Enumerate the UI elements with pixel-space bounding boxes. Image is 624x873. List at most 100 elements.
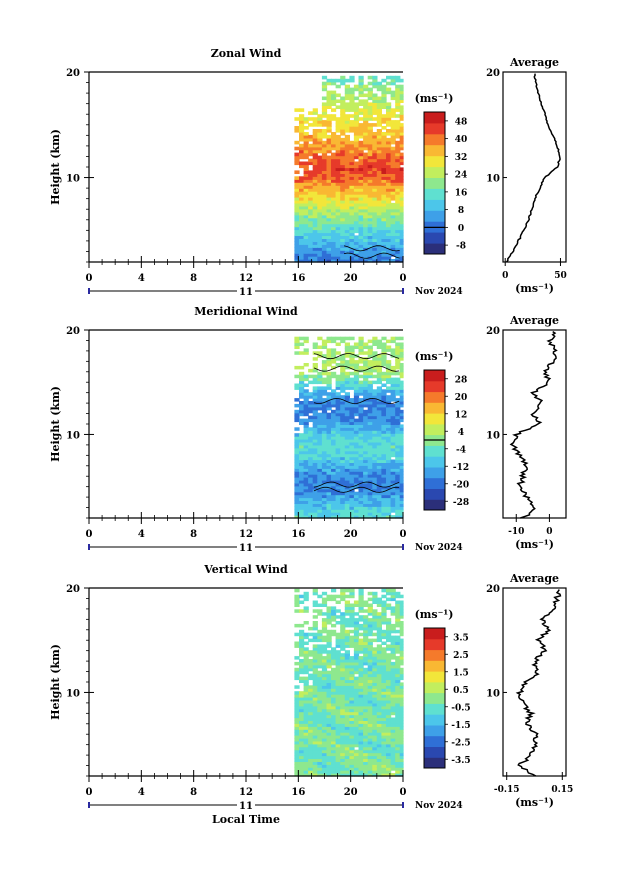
heatmap-cell [395, 673, 401, 678]
heatmap-cell [395, 647, 401, 651]
heatmap-cell [303, 670, 309, 675]
heatmap-cell [381, 717, 387, 721]
heatmap-cell [294, 202, 300, 207]
heatmap-cell [353, 705, 360, 710]
heatmap-cell [372, 149, 378, 154]
heatmap-cell [294, 685, 300, 689]
heatmap-cell [395, 211, 401, 216]
heatmap-cell [381, 182, 387, 186]
heatmap-cell [303, 398, 309, 402]
heatmap-cell [367, 348, 373, 352]
heatmap-cell [381, 641, 387, 645]
heatmap-cell [312, 143, 318, 148]
heatmap-cell [386, 223, 392, 228]
heatmap-cell [376, 217, 382, 222]
heatmap-cell [395, 621, 401, 625]
heatmap-cell [399, 348, 404, 352]
heatmap-cell [331, 78, 337, 83]
colorbar-label: 3.5 [453, 633, 469, 643]
heatmap-cell [353, 229, 360, 234]
heatmap-cell [363, 401, 369, 405]
heatmap-cell [395, 491, 401, 496]
heatmap-cell [390, 697, 396, 701]
heatmap-cell [358, 491, 364, 496]
heatmap-cell [399, 374, 404, 379]
heatmap-cell [376, 676, 382, 681]
heatmap-cell [335, 155, 341, 160]
heatmap-cell [367, 468, 373, 472]
heatmap-cell [335, 202, 341, 207]
heatmap-cell [358, 87, 364, 92]
heatmap-cell [376, 453, 382, 458]
heatmap-cell [303, 232, 309, 236]
heatmap-cell [381, 250, 387, 254]
heatmap-cell [367, 176, 373, 180]
heatmap-cell [349, 702, 355, 707]
heatmap-cell [372, 214, 378, 219]
heatmap-cell [303, 664, 309, 669]
heatmap-cell [349, 480, 355, 484]
heatmap-cell [321, 755, 328, 759]
heatmap-cell [335, 621, 341, 625]
heatmap-cell [326, 764, 332, 768]
heatmap-cell [372, 506, 378, 510]
heatmap-cell [358, 202, 364, 207]
heatmap-cell [308, 714, 314, 719]
heatmap-cell [335, 738, 341, 742]
heatmap-cell [376, 503, 382, 507]
heatmap-cell [353, 767, 360, 771]
heatmap-cell [326, 453, 332, 458]
heatmap-cell [340, 436, 346, 440]
heatmap-cell [340, 220, 346, 225]
heatmap-cell [303, 738, 309, 742]
heatmap-cell [340, 629, 346, 634]
heatmap-cell [299, 132, 305, 136]
heatmap-cell [335, 439, 341, 443]
heatmap-cell [326, 656, 332, 660]
heatmap-cell [299, 600, 305, 604]
heatmap-cell [367, 659, 373, 663]
heatmap-cell [299, 732, 305, 736]
heatmap-cell [317, 232, 323, 236]
heatmap-cell [367, 509, 373, 513]
heatmap-cell [308, 401, 314, 405]
heatmap-cell [358, 433, 364, 437]
heatmap-cell [326, 444, 332, 449]
heatmap-cell [303, 641, 309, 645]
heatmap-cell [390, 336, 396, 341]
heatmap-cell [390, 235, 396, 239]
heatmap-cell [363, 345, 369, 349]
heatmap-cell [340, 179, 346, 183]
heatmap-cell [335, 140, 341, 145]
heatmap-cell [326, 720, 332, 724]
heatmap-cell [358, 259, 364, 263]
heatmap-cell [335, 700, 341, 704]
heatmap-cell [303, 149, 309, 154]
heatmap-cell [335, 250, 341, 254]
heatmap-cell [312, 137, 318, 142]
heatmap-cell [344, 459, 350, 463]
heatmap-cell [381, 161, 387, 166]
heatmap-cell [381, 229, 387, 234]
heatmap-cell [367, 456, 373, 461]
heatmap-cell [326, 220, 332, 225]
heatmap-cell [331, 609, 337, 613]
heatmap-cell [349, 506, 355, 510]
heatmap-cell [372, 700, 378, 704]
heatmap-cell [399, 403, 404, 408]
heatmap-cell [335, 746, 341, 751]
heatmap-cell [294, 223, 300, 228]
heatmap-cell [312, 342, 318, 346]
heatmap-cell [321, 161, 328, 166]
heatmap-cell [367, 427, 373, 431]
heatmap-cell [344, 398, 350, 402]
heatmap-cell [299, 176, 305, 180]
heatmap-cell [372, 197, 378, 201]
heatmap-cell [308, 182, 314, 186]
heatmap-cell [363, 220, 369, 225]
heatmap-cell [349, 717, 355, 721]
heatmap-cell [340, 465, 346, 469]
heatmap-cell [326, 497, 332, 501]
heatmap-cell [367, 179, 373, 183]
heatmap-cell [321, 488, 328, 493]
